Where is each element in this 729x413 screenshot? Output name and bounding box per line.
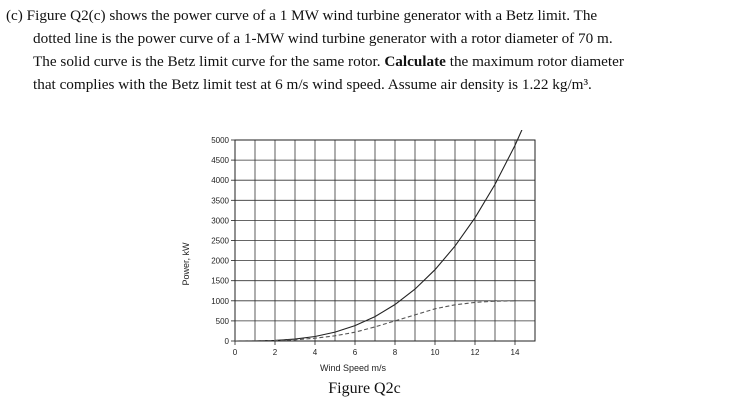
y-tick-label: 0	[225, 337, 230, 346]
y-tick-label: 5000	[211, 136, 229, 145]
y-tick-label: 3500	[211, 196, 229, 205]
y-tick-label: 4000	[211, 176, 229, 185]
x-tick-label: 10	[431, 348, 440, 357]
chart-series	[235, 130, 523, 341]
question-line-1: (c) Figure Q2(c) shows the power curve o…	[6, 7, 598, 24]
chart-ticks: 0 500 1000 1500 2000 2500 3000 3500 4000 4500 5000…	[211, 136, 520, 357]
x-tick-label: 4	[313, 348, 318, 357]
chart-grid	[234, 139, 536, 342]
x-axis-label: Wind Speed m/s	[320, 363, 387, 373]
question-line-3: The solid curve is the Betz limit curve …	[6, 50, 722, 73]
question-line-3b: the maximum rotor diameter	[445, 53, 624, 70]
question-line-3a: The solid curve is the Betz limit curve …	[33, 53, 385, 70]
y-tick-label: 3000	[211, 216, 229, 225]
calculate-emphasis: Calculate	[384, 53, 446, 70]
x-tick-label: 2	[273, 348, 278, 357]
dashed-power-curve	[235, 300, 516, 341]
y-tick-label: 2500	[211, 237, 229, 246]
y-tick-label: 2000	[211, 257, 229, 266]
question-text: (c) Figure Q2(c) shows the power curve o…	[6, 4, 722, 96]
x-tick-label: 14	[511, 348, 520, 357]
betz-limit-curve	[235, 130, 523, 341]
y-tick-label: 500	[216, 317, 230, 326]
y-tick-label: 1500	[211, 277, 229, 286]
x-tick-label: 0	[233, 348, 238, 357]
y-tick-label: 4500	[211, 156, 229, 165]
power-curve-chart: 0 500 1000 1500 2000 2500 3000 3500 4000 4500 5000…	[170, 128, 570, 378]
figure-caption: Figure Q2c	[328, 380, 401, 397]
question-line-4: that complies with the Betz limit test a…	[33, 76, 592, 93]
power-curve-svg: 0 500 1000 1500 2000 2500 3000 3500 4000 4500 5000…	[181, 130, 536, 373]
y-axis-label: Power, kW	[181, 242, 191, 286]
x-tick-label: 8	[393, 348, 398, 357]
x-tick-label: 6	[353, 348, 358, 357]
x-tick-label: 12	[471, 348, 480, 357]
y-tick-label: 1000	[211, 297, 229, 306]
question-line-2: dotted line is the power curve of a 1-MW…	[33, 30, 613, 47]
